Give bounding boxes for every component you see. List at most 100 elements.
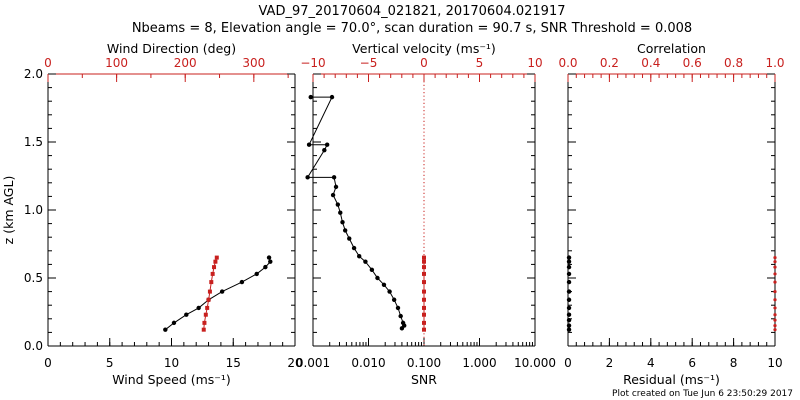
x-tick-label: 15 [226, 356, 241, 370]
y-axis-label: z (km AGL) [1, 176, 16, 245]
data-point [351, 245, 357, 251]
data-point [566, 305, 572, 311]
title-line-2: Nbeams = 8, Elevation angle = 70.0°, sca… [132, 21, 692, 36]
data-point [773, 290, 777, 294]
data-point [422, 255, 426, 260]
x-tick-label: 0 [44, 356, 52, 370]
data-point [268, 259, 273, 264]
data-point [422, 297, 426, 302]
data-point [263, 264, 268, 270]
x-tick-label: 6 [688, 356, 696, 370]
x-tick-label: 2 [606, 356, 614, 370]
top-tick-label: −10 [300, 56, 325, 70]
top-tick-label: 200 [174, 56, 197, 70]
data-point [566, 317, 572, 323]
data-point [566, 327, 572, 332]
data-point [422, 312, 426, 317]
data-point [213, 259, 218, 264]
data-point [210, 271, 215, 276]
data-point [566, 264, 572, 270]
data-point [773, 298, 777, 302]
top-tick-label: 0 [44, 56, 52, 70]
data-point [306, 142, 312, 147]
data-point [422, 259, 426, 264]
data-point [214, 255, 219, 260]
data-point [773, 265, 777, 269]
data-point [357, 254, 362, 259]
top-axis-label: Vertical velocity (ms⁻¹) [352, 41, 496, 56]
top-tick-label: 100 [105, 56, 128, 70]
x-tick-label: 4 [647, 356, 655, 370]
data-point [422, 327, 426, 332]
data-point [773, 256, 777, 260]
data-point [206, 297, 211, 302]
data-point [566, 279, 572, 285]
x-axis-label: Residual (ms⁻¹) [623, 372, 720, 387]
data-point [330, 192, 336, 198]
data-point [254, 271, 259, 277]
top-tick-label: 5 [476, 56, 484, 70]
data-point [196, 305, 201, 311]
y-tick-label: 2.0 [24, 67, 43, 81]
x-tick-label: 1.000 [462, 356, 496, 370]
panel-wind: 0.0 0.5 1.0 1.5 2.0 z (km AGL) 0 5 10 15 20 Wind Sp… [1, 41, 303, 387]
data-point [773, 306, 777, 310]
top-tick-label: 0.8 [724, 56, 743, 70]
data-point [422, 289, 426, 294]
top-tick-label: 10 [527, 56, 542, 70]
data-point [773, 318, 777, 322]
series-line [164, 257, 271, 331]
title-line-1: VAD_97_20170604_021821, 20170604.021917 [259, 4, 566, 19]
data-point [773, 272, 777, 276]
data-point [347, 236, 352, 241]
plot-created-note: Plot created on Tue Jun 6 23:50:29 2017 [612, 389, 793, 399]
data-point [773, 280, 777, 284]
data-point [566, 312, 572, 317]
x-tick-label: 8 [730, 356, 738, 370]
top-tick-label: 300 [242, 56, 265, 70]
data-point [338, 210, 343, 215]
y-tick-label: 0.0 [24, 339, 43, 353]
data-point [331, 175, 337, 180]
top-tick-label: 0.0 [558, 56, 577, 70]
data-point [308, 94, 313, 100]
top-tick-label: 0.6 [683, 56, 702, 70]
data-point [163, 327, 168, 332]
data-point [566, 259, 572, 264]
data-point [566, 271, 572, 277]
data-point [219, 289, 225, 294]
data-point [398, 313, 403, 319]
data-point [202, 320, 207, 325]
panel-residual: 0 2 4 6 8 10 Residual (ms⁻¹) 0.0 0.2 0.4 0.6 0.8 1.0… [558, 41, 784, 387]
data-point [305, 175, 310, 180]
x-tick-label: 5 [106, 356, 114, 370]
x-tick-label: 20 [287, 356, 302, 370]
data-point [184, 312, 189, 317]
x-axis-label: Wind Speed (ms⁻¹) [112, 372, 231, 387]
data-point [209, 280, 214, 285]
data-point [381, 282, 387, 287]
data-point [399, 326, 405, 331]
data-point [207, 289, 212, 294]
data-point [773, 324, 777, 328]
data-point [201, 327, 206, 332]
data-point [329, 94, 335, 100]
data-point [333, 184, 339, 190]
top-tick-label: 1.0 [765, 56, 784, 70]
top-axis-label: Wind Direction (deg) [107, 41, 236, 56]
data-point [422, 280, 426, 285]
data-point [387, 289, 392, 294]
x-axis-label: SNR [411, 372, 437, 387]
top-axis-label: Correlation [637, 41, 706, 56]
x-tick-label: 10 [767, 356, 782, 370]
x-tick-label: 10.000 [514, 356, 556, 370]
x-tick-label: 0.100 [407, 356, 441, 370]
x-tick-label: 0 [564, 356, 572, 370]
top-tick-label: −5 [360, 56, 378, 70]
y-tick-label: 1.0 [24, 203, 43, 217]
data-point [773, 260, 777, 264]
data-point [773, 328, 777, 332]
